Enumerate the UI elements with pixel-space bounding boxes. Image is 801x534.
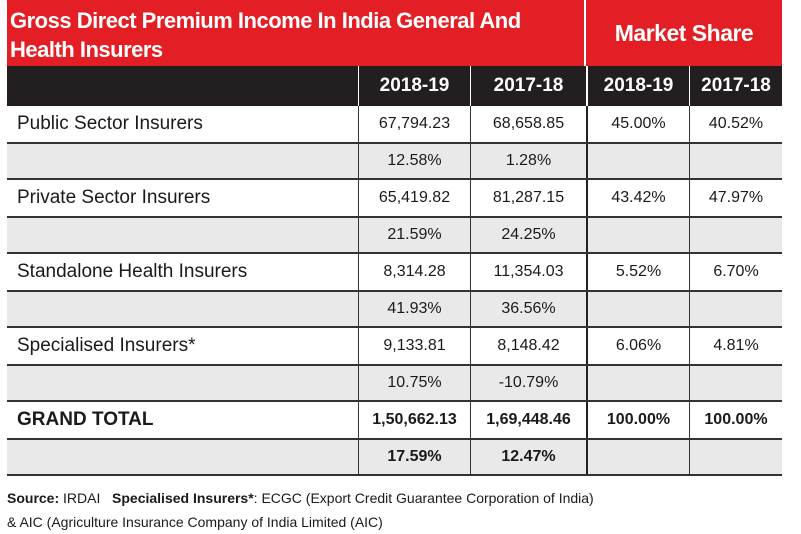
- row-label: Specialised Insurers*: [17, 335, 196, 356]
- column-header-label: [7, 66, 358, 106]
- growth-2018-19-cell: 41.93%: [358, 292, 470, 326]
- share-2017-18-cell: 40.52%: [689, 106, 782, 142]
- footnote: Source: IRDAI Specialised Insurers*: ECG…: [7, 486, 594, 534]
- growth-row: 17.59% 12.47%: [7, 440, 782, 476]
- empty-cell: [586, 440, 689, 474]
- premium-2018-19-cell: 65,419.82: [358, 180, 470, 216]
- table-row: Standalone Health Insurers 8,314.28 11,354…: [7, 254, 782, 292]
- share-2018-19-cell: 45.00%: [586, 106, 689, 142]
- empty-cell: [7, 366, 358, 400]
- growth-row: 10.75% -10.79%: [7, 366, 782, 402]
- empty-cell: [586, 292, 689, 326]
- empty-cell: [7, 292, 358, 326]
- empty-cell: [586, 218, 689, 252]
- empty-cell: [586, 144, 689, 178]
- row-label: Private Sector Insurers: [17, 187, 211, 208]
- growth-2018-19-cell: 21.59%: [358, 218, 470, 252]
- premium-2017-18-cell: 81,287.15: [470, 180, 586, 216]
- growth-2017-18-cell: 1.28%: [470, 144, 586, 178]
- empty-cell: [689, 292, 782, 326]
- row-label: GRAND TOTAL: [17, 409, 154, 430]
- empty-cell: [689, 144, 782, 178]
- premium-2018-19-cell: 67,794.23: [358, 106, 470, 142]
- column-header-share-2017-18: 2017-18: [689, 66, 782, 106]
- table-row: Private Sector Insurers 65,419.82 81,287.1…: [7, 180, 782, 218]
- table-row: Specialised Insurers* 9,133.81 8,148.42 6.0…: [7, 328, 782, 366]
- column-header-row: 2018-19 2017-18 2018-19 2017-18: [7, 66, 782, 106]
- premium-2018-19-cell: 9,133.81: [358, 328, 470, 364]
- share-2018-19-cell: 5.52%: [586, 254, 689, 290]
- growth-2017-18-cell: 36.56%: [470, 292, 586, 326]
- table-title-row: Gross Direct Premium Income In India Gen…: [7, 0, 782, 66]
- empty-cell: [689, 218, 782, 252]
- source-text: IRDAI: [59, 490, 101, 506]
- table-row: Public Sector Insurers 67,794.23 68,658.85…: [7, 106, 782, 144]
- premium-2017-18-cell: 68,658.85: [470, 106, 586, 142]
- share-2017-18-cell: 4.81%: [689, 328, 782, 364]
- empty-cell: [689, 366, 782, 400]
- growth-2017-18-cell: 24.25%: [470, 218, 586, 252]
- market-share-heading: Market Share: [614, 19, 754, 46]
- share-2018-19-cell: 100.00%: [586, 402, 689, 438]
- growth-2018-19-cell: 12.58%: [358, 144, 470, 178]
- column-header-premium-2018-19: 2018-19: [358, 66, 470, 106]
- growth-row: 12.58% 1.28%: [7, 144, 782, 180]
- share-2017-18-cell: 47.97%: [689, 180, 782, 216]
- empty-cell: [586, 366, 689, 400]
- empty-cell: [7, 440, 358, 474]
- row-label: Standalone Health Insurers: [17, 261, 248, 282]
- growth-row: 41.93% 36.56%: [7, 292, 782, 328]
- table-title: Gross Direct Premium Income In India Gen…: [7, 0, 586, 66]
- note-line-1: : ECGC (Export Credit Guarantee Corporat…: [253, 490, 594, 506]
- growth-2017-18-cell: -10.79%: [470, 366, 586, 400]
- premium-2017-18-cell: 1,69,448.46: [470, 402, 586, 438]
- growth-2018-19-cell: 17.59%: [358, 440, 470, 474]
- row-label: Public Sector Insurers: [17, 113, 203, 134]
- empty-cell: [7, 144, 358, 178]
- column-header-premium-2017-18: 2017-18: [470, 66, 586, 106]
- grand-total-row: GRAND TOTAL 1,50,662.13 1,69,448.46 100.00%…: [7, 402, 782, 440]
- share-2017-18-cell: 100.00%: [689, 402, 782, 438]
- share-2017-18-cell: 6.70%: [689, 254, 782, 290]
- empty-cell: [7, 218, 358, 252]
- source-label: Source:: [7, 490, 60, 506]
- growth-2018-19-cell: 10.75%: [358, 366, 470, 400]
- empty-cell: [689, 440, 782, 474]
- premium-income-table: Gross Direct Premium Income In India Gen…: [7, 0, 782, 476]
- growth-row: 21.59% 24.25%: [7, 218, 782, 254]
- premium-2017-18-cell: 11,354.03: [470, 254, 586, 290]
- share-2018-19-cell: 6.06%: [586, 328, 689, 364]
- growth-2017-18-cell: 12.47%: [470, 440, 586, 474]
- table-body: Public Sector Insurers 67,794.23 68,658.85…: [7, 106, 782, 476]
- note-label: Specialised Insurers*: [112, 490, 254, 506]
- column-header-share-2018-19: 2018-19: [586, 66, 689, 106]
- premium-2018-19-cell: 8,314.28: [358, 254, 470, 290]
- premium-2017-18-cell: 8,148.42: [470, 328, 586, 364]
- share-2018-19-cell: 43.42%: [586, 180, 689, 216]
- note-line-2: & AIC (Agriculture Insurance Company of …: [7, 514, 383, 530]
- premium-2018-19-cell: 1,50,662.13: [358, 402, 470, 438]
